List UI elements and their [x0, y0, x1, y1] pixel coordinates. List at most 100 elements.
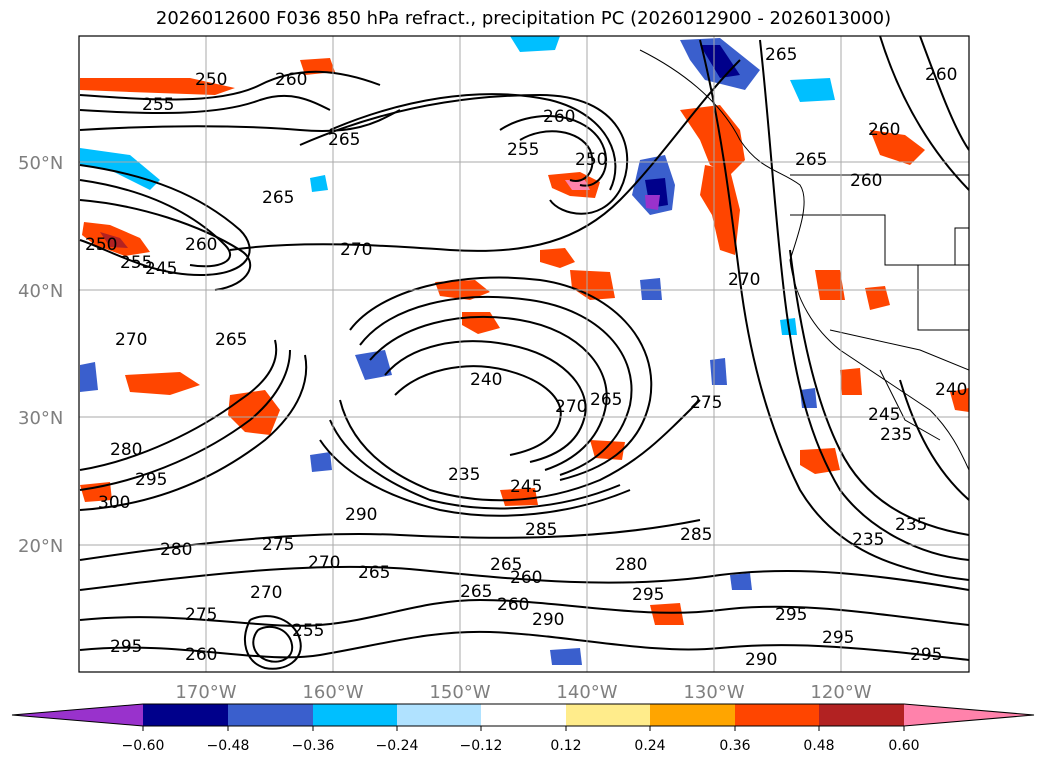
lat-label-30n: 30°N [18, 408, 63, 429]
precip-blob [700, 165, 740, 255]
coastline [639, 49, 969, 471]
contour-label: 260 [497, 595, 529, 615]
contour-line [79, 565, 969, 591]
lon-label-140w: 140°W [556, 682, 617, 703]
contour-label: 235 [852, 530, 884, 550]
contour-label: 280 [615, 555, 647, 575]
contour-label: 280 [160, 540, 192, 560]
contour-label: 270 [308, 553, 340, 573]
colorbar: −0.60 −0.48 −0.36 −0.24 −0.12 0.12 0.24 … [11, 703, 1035, 754]
contour-label: 265 [358, 563, 390, 583]
latitude-labels: 50°N 40°N 30°N 20°N [18, 153, 63, 557]
contour-line [299, 93, 629, 215]
lon-label-130w: 130°W [683, 682, 744, 703]
contour-label: 270 [728, 270, 760, 290]
colorbar-segment [397, 704, 481, 726]
contour-line [899, 379, 969, 501]
contour-line [699, 39, 969, 581]
contour-label: 245 [510, 477, 542, 497]
lon-label-160w: 160°W [302, 682, 363, 703]
colorbar-tick-label: 0.48 [803, 738, 834, 754]
contour-label: 240 [935, 380, 967, 400]
contour-line [789, 249, 969, 536]
map-content: 250 255 260 265 260 255 250 265 260 270 … [79, 36, 969, 672]
precip-blob [680, 105, 745, 175]
contour-label: 270 [250, 583, 282, 603]
contour-label: 260 [275, 70, 307, 90]
precip-blob [510, 36, 560, 52]
contour-line [384, 340, 587, 463]
contour-line [229, 59, 741, 252]
precip-blob [950, 388, 969, 412]
precip-blob [80, 362, 98, 392]
colorbar-segment [313, 704, 397, 726]
contour-label: 255 [292, 621, 324, 641]
map-background [79, 36, 969, 672]
lat-label-50n: 50°N [18, 153, 63, 174]
contour-line [329, 93, 617, 191]
colorbar-segment [143, 704, 228, 726]
precip-blob [100, 232, 128, 248]
precip-blob [228, 390, 280, 435]
contour-line [244, 615, 302, 670]
precip-blob [355, 350, 392, 380]
contour-label: 260 [543, 107, 575, 127]
contour-label: 270 [340, 240, 372, 260]
border-line [954, 227, 969, 266]
contour-line [329, 419, 621, 510]
colorbar-segment [735, 704, 819, 726]
contour-line [79, 94, 331, 114]
contour-label: 250 [575, 150, 607, 170]
contour-label: 265 [765, 45, 797, 65]
contour-line [79, 354, 308, 511]
map-frame [78, 35, 970, 673]
map-title: 2026012600 F036 850 hPa refract., precip… [155, 8, 892, 29]
colorbar-tick-label: −0.24 [376, 738, 419, 754]
contour-label: 250 [85, 235, 117, 255]
contour-line [79, 630, 969, 661]
contour-line [499, 115, 607, 187]
precip-blob [80, 148, 160, 190]
border-line [790, 214, 969, 266]
contour-label: 275 [262, 535, 294, 555]
precip-blob [125, 372, 200, 395]
contour-line [339, 399, 701, 502]
precip-blob [310, 175, 328, 192]
contour-label: 280 [110, 440, 142, 460]
contour-line [394, 365, 562, 456]
colorbar-extend-low [12, 704, 143, 726]
colorbar-tick-label: −0.48 [207, 738, 250, 754]
contour-line [79, 519, 701, 561]
contour-label: 250 [195, 70, 227, 90]
lon-label-170w: 170°W [175, 682, 236, 703]
contour-line [349, 276, 653, 481]
contour-label: 260 [868, 120, 900, 140]
precip-blob [640, 278, 662, 300]
contour-label: 235 [880, 425, 912, 445]
colorbar-tick-label: −0.12 [460, 738, 503, 754]
refractivity-contours [79, 36, 969, 670]
precip-shading [80, 36, 969, 665]
contour-label: 260 [850, 171, 882, 191]
colorbar-segment [566, 704, 650, 726]
contour-label: 260 [510, 568, 542, 588]
contour-label: 260 [185, 645, 217, 665]
colorbar-tick-label: 0.60 [888, 738, 919, 754]
precip-blob [865, 286, 890, 310]
contour-label: 290 [745, 650, 777, 670]
border-line [917, 265, 969, 331]
precip-blob [645, 195, 660, 210]
precip-blob [790, 78, 835, 102]
precip-blob [840, 368, 862, 395]
contour-line [519, 130, 594, 182]
precip-blob [800, 448, 840, 474]
colorbar-segment [228, 704, 313, 726]
colorbar-extend-high [904, 704, 1034, 726]
contour-label: 270 [115, 330, 147, 350]
colorbar-segment [650, 704, 735, 726]
precip-blob [300, 58, 335, 75]
precip-blob [80, 482, 112, 502]
contour-label: 295 [110, 637, 142, 657]
precip-blob [815, 270, 845, 300]
